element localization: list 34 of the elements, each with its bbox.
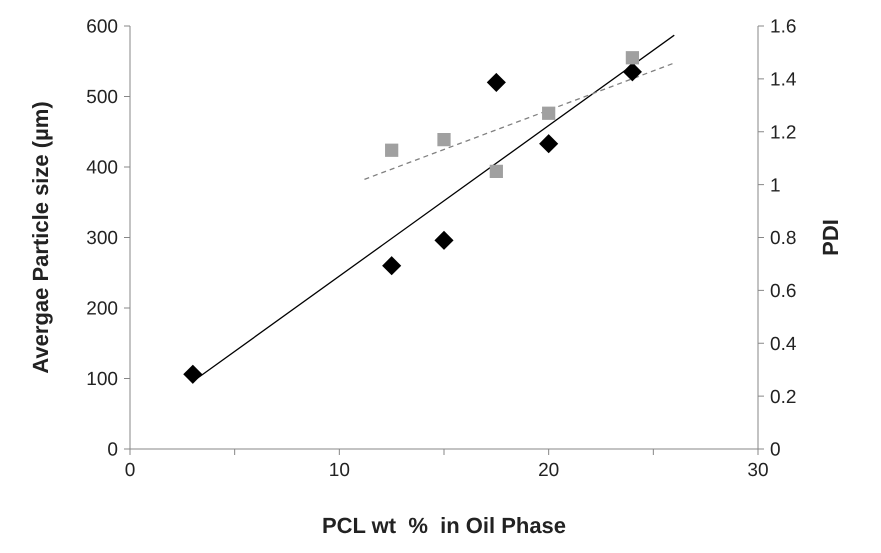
- y2-tick-label: 0.8: [770, 228, 796, 250]
- y2-tick-label: 0: [770, 440, 781, 461]
- y2-tick-label: 0.2: [770, 386, 796, 408]
- y-tick-label: 100: [86, 369, 118, 390]
- x-axis-title: PCL wt % in Oil Phase: [322, 513, 566, 538]
- x-tick-label: 0: [124, 460, 136, 481]
- point: [385, 144, 398, 157]
- y-tick-label: 300: [86, 228, 118, 250]
- point: [626, 51, 640, 64]
- y-tick-label: 600: [86, 16, 118, 38]
- point: [183, 364, 202, 384]
- y2-tick-label: 0.6: [770, 281, 796, 302]
- point: [539, 134, 558, 154]
- x-tick-label: 20: [538, 460, 560, 481]
- x-tick-label: 10: [328, 460, 350, 481]
- y2-tick-label: 0.4: [770, 334, 797, 355]
- y-tick-label: 0: [107, 440, 118, 461]
- point: [486, 73, 506, 92]
- x-tick-label: 30: [747, 460, 769, 481]
- y2-axis-title: PDI: [818, 219, 843, 256]
- point: [434, 230, 454, 250]
- y2-tick-label: 1.6: [770, 16, 796, 38]
- y-tick-label: 500: [86, 87, 118, 108]
- point: [490, 164, 503, 178]
- point: [542, 106, 556, 120]
- point: [437, 133, 451, 146]
- point: [382, 256, 402, 276]
- y-tick-label: 200: [86, 298, 118, 320]
- y-tick-label: 400: [86, 158, 118, 179]
- y2-tick-label: 1: [770, 175, 781, 196]
- y-axis-title: Avergae Particle size (µm): [28, 101, 53, 374]
- point: [623, 62, 642, 82]
- y2-tick-label: 1.4: [770, 70, 797, 91]
- y2-tick-label: 1.2: [770, 122, 796, 144]
